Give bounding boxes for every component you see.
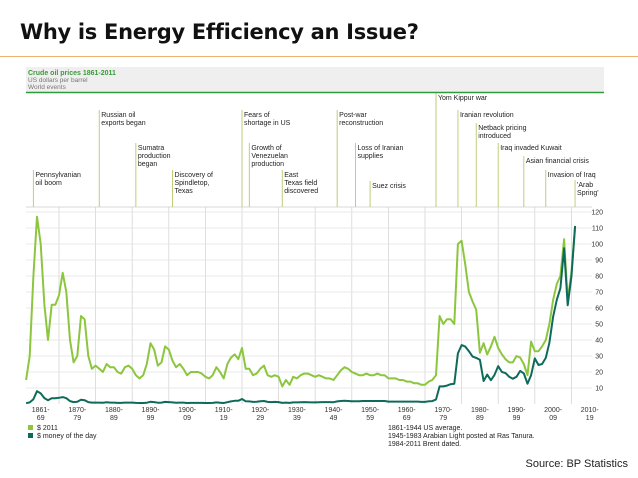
x-tick-label: 69 <box>403 415 411 422</box>
y-tick-label: 20 <box>595 370 603 377</box>
x-tick-label: 1920- <box>251 407 270 414</box>
event-label: Iraq invaded Kuwait <box>500 145 562 152</box>
x-tick-label: 1950- <box>361 407 380 414</box>
x-tick-label: 39 <box>293 415 301 422</box>
x-tick-label: 2010- <box>581 407 600 414</box>
event-label: production <box>138 153 171 160</box>
x-tick-label: 1930- <box>288 407 307 414</box>
event-label: Pennsylvanian <box>35 172 81 179</box>
event-label: began <box>138 161 158 168</box>
event-label: exports began <box>101 120 145 127</box>
y-tick-label: 90 <box>595 258 603 265</box>
x-tick-label: 09 <box>549 415 557 422</box>
y-tick-label: 100 <box>591 242 603 249</box>
x-tick-label: 79 <box>439 415 447 422</box>
y-tick-label: 70 <box>595 290 603 297</box>
chart-note: 1984-2011 Brent dated. <box>388 441 461 448</box>
event-label: Invasion of Iraq <box>548 172 596 179</box>
event-label: oil boom <box>35 180 62 187</box>
x-tick-label: 89 <box>110 415 118 422</box>
legend-label: $ 2011 <box>37 425 58 432</box>
event-label: East <box>284 172 298 179</box>
x-tick-label: 1900- <box>178 407 197 414</box>
legend-swatch <box>28 425 33 430</box>
x-tick-label: 1970- <box>434 407 453 414</box>
event-label: Post-war <box>339 112 367 119</box>
event-label: Texas <box>174 188 193 195</box>
event-label: Venezuelan <box>251 153 288 160</box>
event-label: Texas field <box>284 180 317 187</box>
event-label: Asian financial crisis <box>526 158 590 165</box>
source-note: Source: BP Statistics <box>525 458 628 470</box>
y-tick-label: 60 <box>595 306 603 313</box>
event-label: supplies <box>357 153 383 160</box>
event-label: Loss of Iranian <box>357 145 403 152</box>
x-tick-label: 19 <box>586 415 594 422</box>
event-label: Iranian revolution <box>460 112 514 119</box>
x-tick-label: 19 <box>220 415 228 422</box>
chart-title: Crude oil prices 1861-2011 <box>28 70 116 77</box>
x-tick-label: 29 <box>256 415 264 422</box>
series-line-nominal <box>25 225 577 405</box>
x-tick-label: 99 <box>147 415 155 422</box>
legend-label: $ money of the day <box>37 433 97 440</box>
event-label: discovered <box>284 188 318 195</box>
event-label: Growth of <box>251 145 281 152</box>
event-label: Spindletop, <box>174 180 209 187</box>
events-heading: World events <box>28 84 67 91</box>
x-tick-label: 1990- <box>508 407 527 414</box>
legend-swatch <box>28 433 33 438</box>
x-tick-label: 59 <box>366 415 374 422</box>
y-tick-label: 110 <box>592 226 603 233</box>
y-tick-label: 30 <box>595 354 603 361</box>
x-tick-label: 49 <box>330 415 338 422</box>
x-tick-label: 1960- <box>398 407 417 414</box>
chart-note: 1945-1983 Arabian Light posted at Ras Ta… <box>388 433 535 440</box>
x-tick-label: 79 <box>73 415 81 422</box>
title-divider <box>0 56 638 57</box>
event-label: Discovery of <box>174 172 213 179</box>
y-tick-label: 40 <box>595 338 603 345</box>
event-label: Spring' <box>577 190 599 197</box>
event-label: Yom Kippur war <box>438 95 488 102</box>
x-tick-label: 1880- <box>105 407 124 414</box>
x-tick-label: 1940- <box>325 407 344 414</box>
event-label: introduced <box>478 133 511 140</box>
chart-subtitle: US dollars per barrel <box>28 77 88 84</box>
event-label: Russian oil <box>101 112 136 119</box>
slide-title: Why is Energy Efficiency an Issue? <box>20 20 419 44</box>
event-label: Netback pricing <box>478 125 526 132</box>
x-tick-label: 99 <box>513 415 521 422</box>
x-tick-label: 1861- <box>32 407 51 414</box>
chart-note: 1861-1944 US average. <box>388 425 462 432</box>
x-tick-label: 2000- <box>544 407 563 414</box>
x-tick-label: 1890- <box>142 407 161 414</box>
y-tick-label: 120 <box>591 210 603 217</box>
event-label: Suez crisis <box>372 183 406 190</box>
event-label: reconstruction <box>339 120 383 127</box>
x-tick-label: 1870- <box>68 407 87 414</box>
event-label: Sumatra <box>138 145 165 152</box>
event-label: production <box>251 161 284 168</box>
series-line-real <box>25 215 577 388</box>
chart-header-box <box>26 67 604 92</box>
y-tick-label: 10 <box>595 386 603 393</box>
y-tick-label: 80 <box>595 274 603 281</box>
y-tick-label: 50 <box>595 322 603 329</box>
x-tick-label: 69 <box>37 415 45 422</box>
event-label: 'Arab <box>577 182 593 189</box>
x-tick-label: 89 <box>476 415 484 422</box>
x-tick-label: 09 <box>183 415 191 422</box>
event-label: Fears of <box>244 112 270 119</box>
x-tick-label: 1980- <box>471 407 490 414</box>
x-tick-label: 1910- <box>215 407 234 414</box>
event-label: shortage in US <box>244 120 291 127</box>
